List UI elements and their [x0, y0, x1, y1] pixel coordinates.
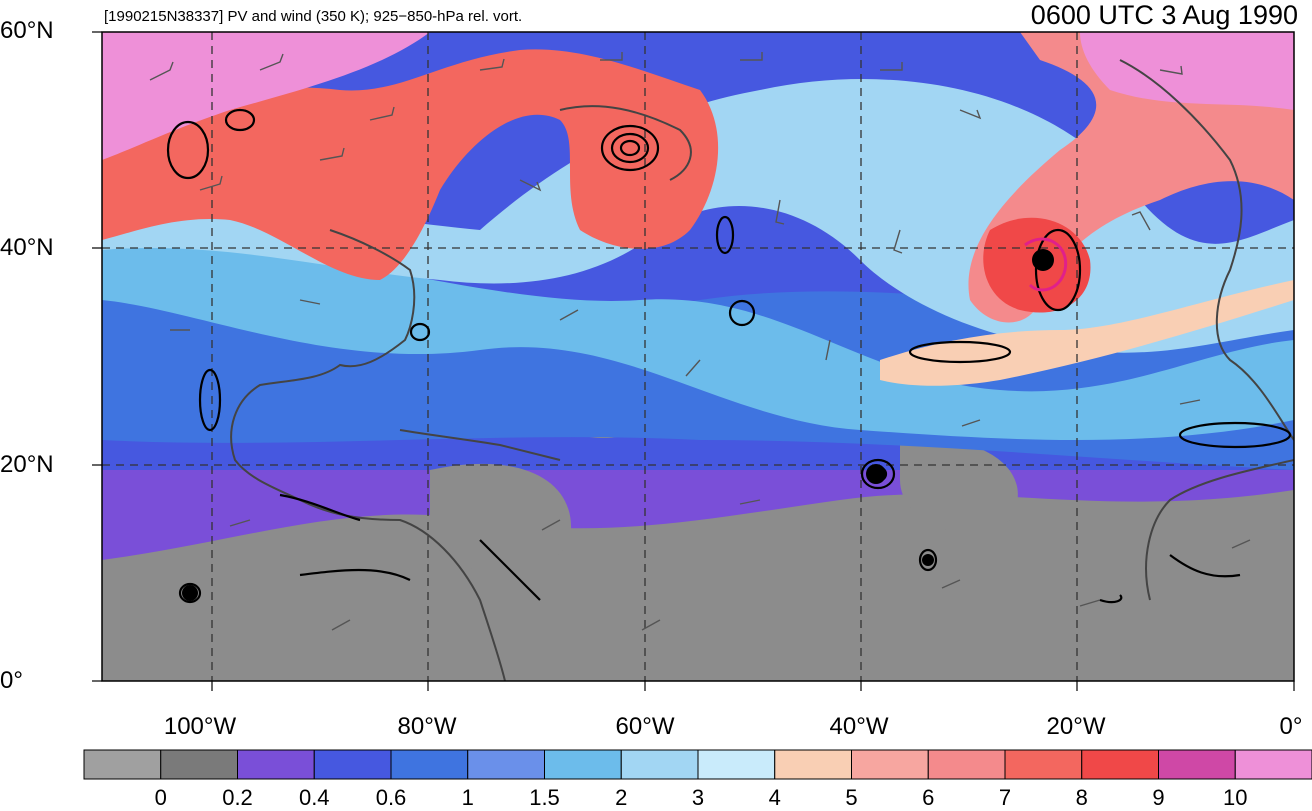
colorbar — [83, 749, 1312, 780]
pv-field-light-blue-band — [102, 230, 1294, 440]
lon-label-40w: 40°W — [829, 713, 889, 740]
colorbar-label: 0.6 — [375, 785, 407, 810]
colorbar-swatch — [927, 749, 1006, 780]
colorbar-swatch — [851, 749, 929, 780]
lon-label-20w: 20°W — [1046, 713, 1106, 740]
lon-label-80w: 80°W — [397, 713, 457, 740]
storm-center-east — [1032, 249, 1054, 271]
colorbar-label: 0.2 — [222, 785, 253, 810]
colorbar-label: 1.5 — [529, 785, 560, 810]
map-area — [102, 32, 1294, 681]
pv-field-peach-band — [880, 280, 1294, 386]
colorbar-swatch — [313, 749, 392, 780]
pv-field-pink-northeast — [1080, 32, 1294, 110]
storm-center-atlantic — [866, 464, 886, 484]
colorbar-label: 2 — [615, 785, 628, 810]
colorbar-swatch — [237, 749, 315, 780]
colorbar-label: 0.4 — [298, 785, 330, 810]
lon-label-0: 0° — [1279, 713, 1303, 740]
graticule — [102, 32, 1294, 681]
axis-ticks — [92, 31, 1295, 691]
colorbar-swatch — [1234, 749, 1312, 780]
wind-barbs — [149, 52, 1251, 631]
map-subtitle: [1990215N38337] PV and wind (350 K); 925… — [104, 8, 523, 25]
storm-magenta-swirl — [1024, 237, 1068, 292]
colorbar-label: 4 — [768, 785, 781, 810]
storm-center-small — [922, 554, 934, 566]
lat-label-60n: 60°N — [0, 17, 54, 44]
colorbar-label: 1 — [461, 785, 474, 810]
colorbar-swatch — [1158, 749, 1236, 780]
colorbar-swatch — [544, 749, 622, 780]
map-frame — [101, 31, 1295, 682]
colorbar-label: 8 — [1075, 785, 1088, 810]
pv-field-red-ribbon-west — [102, 49, 719, 281]
colorbar-label: 5 — [845, 785, 858, 810]
colorbar-swatch — [1004, 749, 1083, 780]
lat-label-40n: 40°N — [0, 234, 54, 261]
lon-label-100w: 100°W — [163, 713, 237, 740]
colorbar-label: 9 — [1152, 785, 1165, 810]
colorbar-swatch — [774, 749, 852, 780]
colorbar-label: 10 — [1223, 785, 1248, 810]
vorticity-contours — [166, 108, 1292, 604]
colorbar-swatch — [620, 749, 699, 780]
pv-field-pink-north — [102, 32, 430, 160]
colorbar-swatch — [697, 749, 776, 780]
colorbar-label: 6 — [922, 785, 935, 810]
map-title: 0600 UTC 3 Aug 1990 — [1030, 0, 1298, 30]
colorbar-label: 3 — [691, 785, 705, 810]
colorbar-swatch — [467, 749, 545, 780]
colorbar-swatch — [390, 749, 469, 780]
lon-label-60w: 60°W — [615, 713, 675, 740]
colorbar-swatch — [1081, 749, 1159, 780]
lat-label-eq: 0° — [0, 667, 23, 694]
colorbar-swatch — [83, 749, 162, 780]
colorbar-label: 7 — [998, 785, 1012, 810]
storm-center-pacific — [182, 585, 198, 601]
lat-label-20n: 20°N — [0, 451, 54, 478]
colorbar-swatch — [160, 749, 238, 780]
colorbar-label: 0 — [154, 785, 167, 810]
pv-field-gray-south — [102, 490, 1294, 681]
coastlines — [230, 59, 1294, 681]
